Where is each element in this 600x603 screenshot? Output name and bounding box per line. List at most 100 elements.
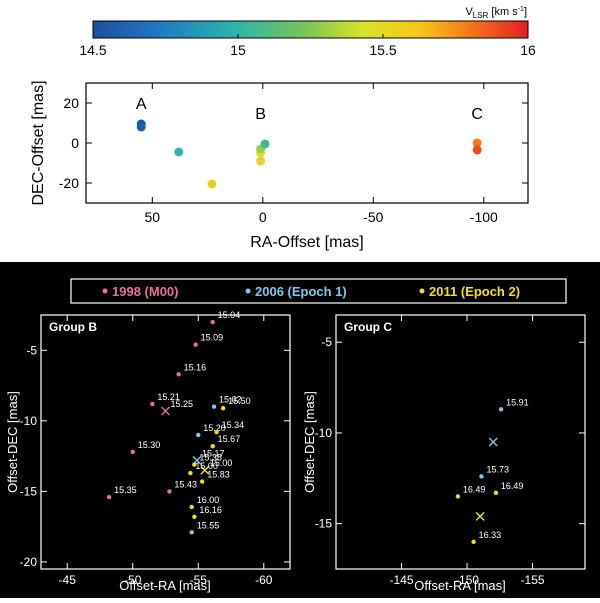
- legend-label: 1998 (M00): [112, 284, 178, 299]
- panel-c-point-label: 15.91: [506, 397, 529, 407]
- panel-b-frame: [40, 314, 291, 570]
- panel-b-point-label: 15.43: [174, 479, 197, 489]
- top-xtick-label: -100: [470, 209, 498, 225]
- panel-b-ytick-label: -20: [20, 555, 38, 569]
- panel-c-title: Group C: [344, 320, 392, 334]
- top-maser-point: [472, 145, 482, 155]
- group-label-c: C: [471, 106, 483, 123]
- panel-c-maser-point: [471, 539, 476, 544]
- panel-c-maser-point: [455, 494, 461, 499]
- colorbar-tick-label: 15: [230, 42, 246, 58]
- panel-b-point-label: 15.35: [114, 485, 137, 495]
- panel-b-centroid-marker: [200, 465, 210, 475]
- panel-c-maser-point: [498, 407, 504, 412]
- panel-b-point-label: 15.16: [184, 362, 207, 372]
- panel-c-point-label: 16.33: [479, 530, 502, 540]
- panel-c-xlabel: Offset-RA [mas]: [414, 578, 506, 593]
- panel-c-ytick-label: -15: [315, 517, 333, 531]
- panel-b-maser-point: [130, 449, 135, 455]
- panel-b-point-label: 15.34: [222, 420, 245, 430]
- panel-b-point-label: 15.83: [207, 470, 230, 480]
- panel-c-xtick-label: -155: [521, 573, 545, 587]
- legend-marker: [419, 288, 425, 294]
- top-ytick-label: 20: [63, 95, 79, 111]
- panel-c-maser-point: [493, 490, 499, 495]
- panel-b-point-label: 16.16: [199, 505, 222, 515]
- panel-b-maser-point: [210, 319, 215, 325]
- legend-box: [70, 278, 567, 304]
- panel-b-maser-point: [199, 479, 205, 484]
- panel-c-maser-point: [479, 474, 484, 479]
- colorbar-label: VLSR [km s-1]: [465, 6, 527, 20]
- panel-b-xtick-label: -60: [255, 573, 273, 587]
- top-ytick-label: -20: [59, 175, 79, 191]
- panel-b-maser-point: [106, 494, 112, 500]
- top-chart-svg: VLSR [km s-1] 14.5 15 15.5 16 50 0 -50 -100 -20…: [30, 6, 536, 251]
- top-xtick-label: 50: [145, 209, 161, 225]
- panel-b-ytick-label: -5: [26, 343, 37, 357]
- top-maser-point: [174, 147, 184, 157]
- panel-b-maser-point: [193, 342, 198, 347]
- panel-c-point-label: 16.49: [463, 484, 486, 494]
- legend-marker: [102, 288, 108, 294]
- panel-c-frame: [335, 314, 586, 570]
- panel-b-centroid-marker: [161, 406, 170, 416]
- panel-b-point-label: 15.25: [171, 399, 194, 409]
- top-maser-point: [256, 156, 266, 166]
- panel-c-point-label: 16.49: [501, 481, 524, 491]
- panel-b-point-label: 15.38: [199, 453, 222, 463]
- panel-b-point-label: 15.00: [210, 458, 233, 468]
- top-maser-point: [136, 122, 146, 132]
- group-label-b: B: [255, 106, 266, 123]
- panel-b-maser-point: [167, 489, 172, 494]
- panel-b-maser-point: [189, 504, 194, 510]
- top-xtick-label: 0: [259, 209, 267, 225]
- panel-c-ytick-label: -10: [315, 426, 333, 440]
- panel-b-xtick-label: -55: [190, 573, 208, 587]
- bottom-panel: 1998 (M00) 2006 (Epoch 1) 2011 (Epoch 2) G…: [0, 262, 600, 598]
- panel-c-centroid-marker: [475, 511, 485, 521]
- colorbar-tick-label: 15.5: [369, 42, 396, 58]
- panel-b-maser-point: [192, 514, 197, 519]
- top-ytick-label: 0: [71, 135, 79, 151]
- top-xlabel: RA-Offset [mas]: [250, 234, 364, 251]
- panel-b-maser-point: [189, 530, 194, 535]
- panel-b-point-label: 15.21: [157, 392, 180, 402]
- panel-b-maser-point: [188, 470, 193, 476]
- panel-b-point-label: 15.67: [218, 434, 241, 444]
- legend-marker: [245, 288, 251, 294]
- panel-c-point-label: 15.73: [486, 464, 509, 474]
- colorbar: [92, 20, 529, 39]
- panel-b-point-label: 15.04: [218, 310, 241, 320]
- panel-b-maser-point: [214, 429, 219, 435]
- top-panel: VLSR [km s-1] 14.5 15 15.5 16 50 0 -50 -100 -20…: [0, 0, 600, 262]
- panel-c-centroid-marker: [488, 437, 498, 447]
- top-maser-point: [207, 179, 217, 189]
- panel-b-ylabel: Offset-DEC [mas]: [5, 391, 20, 493]
- panel-b-maser-point: [220, 405, 226, 411]
- panel-b-xtick-label: -50: [124, 573, 142, 587]
- panel-b-xtick-label: -45: [59, 573, 77, 587]
- panel-b-maser-point: [211, 404, 217, 409]
- group-label-a: A: [136, 96, 147, 113]
- panel-b-point-label: 15.50: [228, 396, 251, 406]
- panel-b-point-label: 16.00: [197, 495, 220, 505]
- panel-b-point-label: 15.20: [203, 423, 226, 433]
- panel-b-maser-point: [196, 432, 201, 438]
- panel-b-point-label: 15.09: [201, 333, 224, 343]
- panel-b-maser-point: [150, 401, 155, 407]
- legend-label: 2006 (Epoch 1): [255, 284, 347, 299]
- panel-c-xtick-label: -150: [455, 573, 479, 587]
- top-maser-point: [472, 138, 482, 148]
- panel-c-ylabel: Offset-DEC [mas]: [302, 391, 317, 493]
- top-plot-frame: [85, 82, 529, 204]
- panel-b-point-label: 15.30: [138, 440, 161, 450]
- panel-b-maser-point: [192, 462, 197, 467]
- panel-b-ytick-label: -15: [20, 484, 38, 498]
- panel-c-ytick-label: -5: [321, 335, 332, 349]
- top-maser-point: [260, 139, 270, 149]
- panel-b-xlabel: Offset-RA [mas]: [119, 578, 211, 593]
- legend-label: 2011 (Epoch 2): [429, 284, 520, 299]
- panel-b-point-label: 15.00: [195, 461, 218, 471]
- panel-b-maser-point: [210, 444, 215, 449]
